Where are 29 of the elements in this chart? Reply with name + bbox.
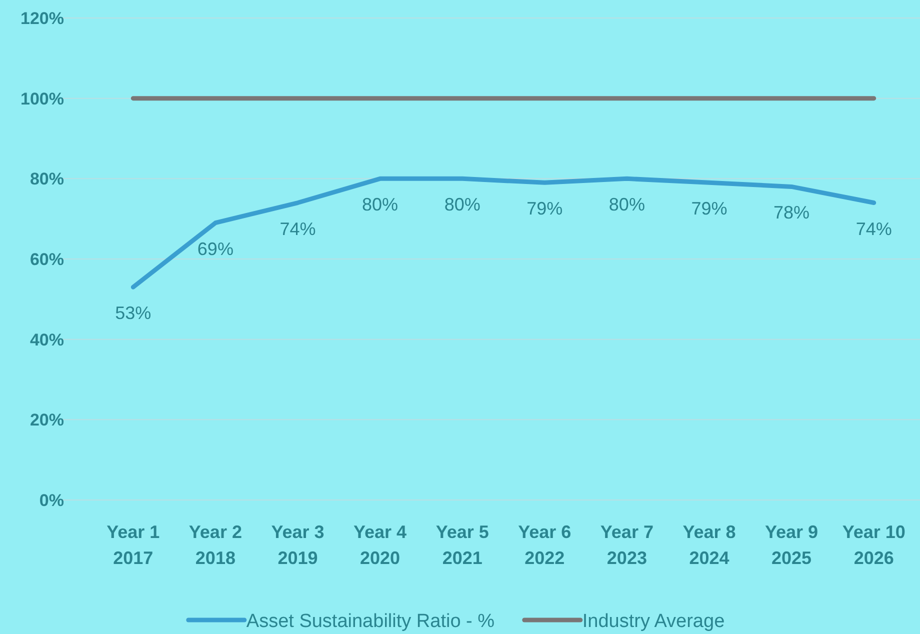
data-label: 78% (774, 202, 810, 223)
y-tick-label: 100% (20, 89, 64, 108)
legend-label: Industry Average (582, 611, 725, 632)
data-label: 79% (526, 198, 563, 219)
x-tick-label: Year 5 2021 (436, 522, 489, 568)
data-label: 79% (691, 198, 728, 219)
x-tick-label: Year 6 2022 (518, 522, 572, 568)
x-tick-label: Year 8 2024 (682, 522, 736, 568)
data-label: 74% (856, 218, 892, 239)
x-tick-label: Year 7 2023 (600, 522, 654, 568)
data-label: 80% (444, 194, 480, 215)
legend-label: Asset Sustainability Ratio - % (246, 611, 495, 632)
x-tick-label: Year 3 2019 (271, 522, 324, 568)
data-label: 80% (362, 194, 398, 215)
x-tick-label: Year 1 2017 (106, 522, 160, 568)
data-label: 74% (280, 218, 316, 239)
data-label: 69% (197, 238, 234, 259)
y-tick-label: 40% (30, 330, 64, 350)
y-tick-label: 0% (39, 491, 64, 510)
x-tick-label: Year 2 2018 (188, 522, 242, 568)
x-tick-label: Year 9 2025 (765, 522, 818, 568)
y-tick-label: 20% (30, 410, 64, 430)
x-tick-label: Year 10 2026 (842, 522, 906, 568)
y-tick-label: 80% (30, 170, 64, 189)
y-tick-label: 120% (20, 9, 64, 28)
data-label: 80% (608, 194, 645, 215)
y-tick-label: 60% (30, 250, 64, 269)
data-label: 53% (115, 303, 152, 324)
x-tick-label: Year 4 2020 (354, 522, 407, 568)
